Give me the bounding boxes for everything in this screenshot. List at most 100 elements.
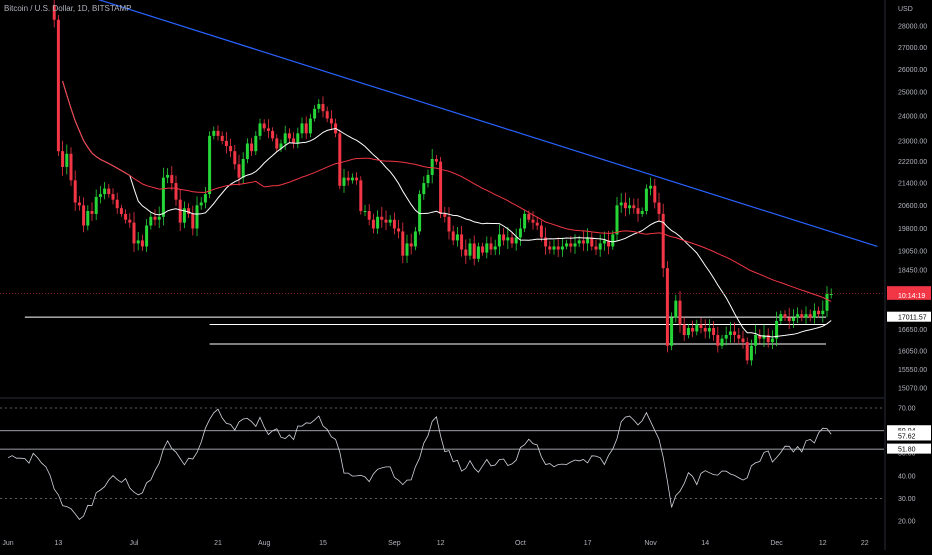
candle-body-63 (271, 130, 275, 139)
price-tick-label-14: 15550.00 (898, 367, 927, 374)
candle-body-30 (132, 222, 136, 244)
candle-body-151 (640, 211, 644, 214)
candle-body-11 (52, 5, 56, 20)
price-tick-label-9: 19800.00 (898, 226, 927, 233)
candle-body-126 (535, 222, 539, 226)
candle-body-158 (670, 317, 674, 346)
candle-body-121 (514, 237, 518, 244)
osc-tick-label-3: 40.00 (898, 473, 916, 480)
candle-body-171 (724, 335, 728, 339)
candle-body-172 (728, 331, 732, 336)
candle-body-91 (388, 219, 392, 223)
time-tick-label-8: Oct (515, 540, 526, 547)
candle-body-27 (119, 208, 123, 214)
candle-body-144 (611, 234, 615, 247)
candle-body-24 (107, 188, 111, 195)
candle-body-122 (518, 228, 522, 238)
candle-body-26 (115, 199, 119, 209)
candle-body-114 (485, 243, 489, 253)
candle-body-87 (371, 219, 375, 229)
candle-body-183 (775, 321, 779, 339)
candle-body-161 (682, 324, 686, 336)
candle-body-138 (586, 237, 590, 244)
candle-body-71 (304, 123, 308, 134)
candle-body-160 (678, 300, 682, 325)
candle-body-20 (90, 211, 94, 214)
candle-body-65 (279, 143, 283, 149)
candle-body-53 (229, 146, 233, 152)
candle-body-190 (804, 314, 808, 318)
currency-label: USD (898, 6, 913, 13)
candle-body-188 (796, 314, 800, 318)
candle-body-85 (363, 211, 367, 213)
candle-body-131 (556, 246, 560, 250)
candle-body-42 (182, 208, 186, 223)
osc-tick-label-2: 50.00 (898, 451, 916, 458)
candle-body-73 (313, 108, 317, 119)
candle-body-60 (258, 123, 262, 136)
osc-tick-label-4: 30.00 (898, 496, 916, 503)
candle-body-69 (296, 133, 300, 144)
candle-body-108 (460, 234, 464, 250)
time-tick-label-7: 12 (437, 540, 445, 547)
candle-body-12 (56, 19, 60, 152)
candle-body-110 (468, 243, 472, 256)
candle-body-70 (300, 123, 304, 134)
time-tick-label-6: Sep (388, 540, 401, 547)
candle-body-111 (472, 243, 476, 259)
candle-body-195 (825, 294, 829, 311)
candle-body-136 (577, 240, 581, 244)
candle-body-23 (103, 188, 107, 195)
candle-body-106 (451, 231, 455, 241)
candle-body-137 (581, 240, 585, 244)
candle-body-103 (439, 161, 443, 214)
candle-body-25 (111, 194, 115, 200)
candle-body-76 (325, 111, 329, 119)
candle-body-173 (733, 331, 737, 336)
candle-body-101 (430, 159, 434, 175)
candle-body-170 (720, 338, 724, 346)
candle-body-113 (481, 246, 485, 253)
candle-body-189 (800, 314, 804, 318)
candle-body-15 (69, 153, 73, 181)
moving-average-20 (62, 81, 832, 338)
candle-body-99 (422, 183, 426, 195)
candle-body-149 (632, 205, 636, 209)
candle-body-154 (653, 185, 657, 203)
price-tick-label-0: 28000.00 (898, 24, 927, 31)
candle-body-135 (573, 243, 577, 247)
candle-body-79 (338, 133, 342, 186)
candle-body-67 (287, 133, 291, 139)
time-tick-label-1: 13 (55, 540, 63, 547)
candle-body-19 (86, 211, 90, 226)
chart-title: Bitcoin / U.S. Dollar, 1D, BITSTAMP (4, 4, 132, 13)
candle-body-102 (434, 159, 438, 162)
candle-body-51 (220, 135, 224, 141)
candle-body-118 (502, 234, 506, 241)
osc-label-bg-1 (887, 430, 931, 441)
time-tick-label-14: 22 (861, 540, 869, 547)
candle-body-163 (691, 327, 695, 332)
candle-body-186 (787, 317, 791, 322)
candle-body-104 (443, 213, 447, 217)
candle-body-18 (82, 205, 86, 226)
candle-body-194 (821, 310, 825, 315)
candle-body-55 (237, 164, 241, 178)
candle-body-29 (128, 219, 132, 223)
candle-body-142 (602, 240, 606, 244)
candle-body-119 (506, 237, 510, 241)
candle-body-105 (447, 216, 451, 232)
candle-body-43 (187, 208, 191, 214)
moving-average-50 (62, 81, 832, 302)
candle-body-57 (245, 143, 249, 160)
candle-body-68 (292, 138, 296, 144)
candle-body-72 (308, 118, 312, 134)
time-tick-label-2: Jul (130, 540, 139, 547)
candle-body-109 (464, 249, 468, 256)
candle-body-77 (329, 118, 333, 124)
candle-body-157 (665, 268, 669, 346)
candle-body-56 (241, 159, 245, 178)
candle-body-164 (695, 324, 699, 332)
candle-body-46 (199, 202, 203, 206)
candle-body-130 (552, 246, 556, 250)
